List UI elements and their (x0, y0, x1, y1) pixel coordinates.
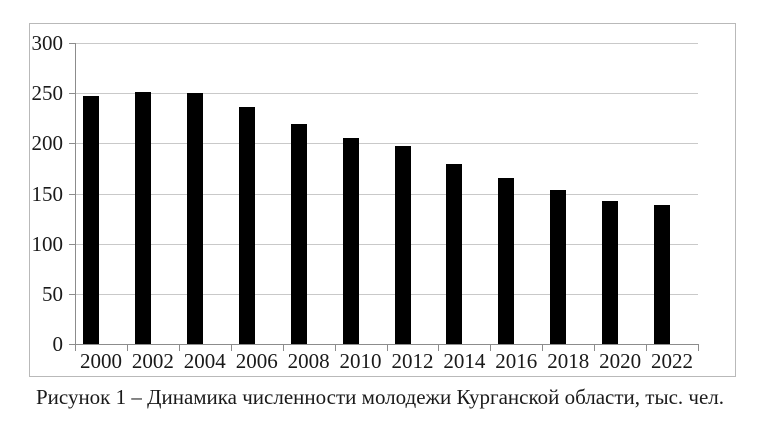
bar-2008 (290, 124, 307, 344)
gridline (76, 93, 698, 95)
x-axis-tick (178, 345, 180, 351)
x-axis-tick (282, 345, 284, 351)
x-axis-line (75, 344, 699, 345)
bar-2020 (602, 200, 619, 344)
bar-2006 (238, 107, 255, 344)
y-axis-tick-label: 0 (52, 332, 64, 356)
x-axis-tick-label: 2016 (495, 349, 538, 373)
bar-2002 (134, 92, 151, 344)
y-axis-tick-label: 50 (42, 281, 63, 306)
y-axis-tick-label: 200 (31, 131, 64, 156)
x-axis-tick-label: 2000 (79, 349, 122, 373)
x-axis-tick-label: 2012 (391, 349, 434, 373)
x-axis-tick (490, 345, 492, 351)
x-axis-tick-label: 2020 (599, 349, 642, 373)
x-axis-tick-label: 2006 (235, 349, 278, 373)
x-axis-tick (542, 345, 544, 351)
x-axis-tick-label: 2004 (183, 349, 226, 373)
bar-2022 (654, 204, 671, 344)
x-axis-tick (386, 345, 388, 351)
y-axis-tick (69, 344, 75, 345)
x-axis-tick (438, 345, 440, 351)
bar-2000 (83, 96, 99, 344)
y-axis-tick (69, 293, 75, 295)
y-axis-line (75, 43, 76, 345)
gridline (76, 293, 698, 295)
bar-2004 (186, 93, 203, 344)
y-axis-tick (69, 93, 75, 95)
x-axis-tick-label: 2008 (287, 349, 330, 373)
gridline (76, 243, 698, 245)
bar-2014 (446, 164, 463, 344)
gridline (76, 143, 698, 145)
gridline (76, 43, 698, 44)
y-axis-tick-label: 100 (31, 231, 64, 256)
gridline (76, 193, 698, 195)
bar-2016 (498, 178, 515, 344)
x-axis-tick-label: 2002 (131, 349, 174, 373)
x-axis-tick-label: 2014 (443, 349, 486, 373)
x-axis-tick (230, 345, 232, 351)
x-axis-tick (698, 345, 699, 351)
y-axis-tick-label: 250 (31, 81, 64, 106)
x-axis-tick (594, 345, 596, 351)
bar-2010 (342, 138, 359, 344)
y-axis-tick-label: 300 (31, 31, 64, 55)
y-axis-tick (69, 243, 75, 245)
y-axis-tick (69, 43, 75, 44)
x-axis-tick-label: 2022 (651, 349, 694, 373)
y-axis-tick (69, 193, 75, 195)
bar-2012 (394, 146, 411, 344)
x-axis-tick (646, 345, 648, 351)
x-axis-tick-label: 2018 (547, 349, 590, 373)
x-axis-tick (126, 345, 128, 351)
y-axis-tick (69, 143, 75, 145)
x-axis-tick-label: 2010 (339, 349, 382, 373)
x-axis-tick (334, 345, 336, 351)
bar-2018 (550, 190, 567, 344)
y-axis-tick-label: 150 (31, 181, 64, 206)
figure-caption: Рисунок 1 – Динамика численности молодеж… (35, 385, 725, 409)
x-axis-tick (75, 345, 76, 351)
